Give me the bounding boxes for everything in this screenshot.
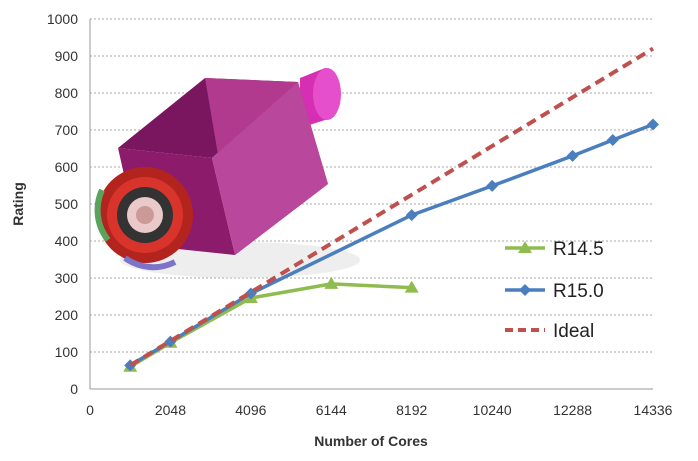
legend: R14.5 R15.0 Ideal: [505, 239, 604, 342]
y-axis-label: Rating: [10, 182, 26, 226]
axes: 0 100 200 300 400 500 600 700 800 900 1000 0 2048 409…: [47, 11, 673, 418]
data-point: [647, 118, 659, 131]
legend-label: R14.5: [553, 239, 604, 260]
series-layer: [123, 46, 659, 372]
y-tick-label: 100: [55, 344, 79, 360]
legend-item: R15.0: [505, 281, 604, 302]
x-tick-label: 2048: [155, 402, 186, 418]
x-tick-label: 0: [86, 402, 94, 418]
data-point: [404, 280, 419, 293]
series-line: [129, 46, 655, 368]
series-line: [129, 282, 412, 369]
legend-marker: [519, 284, 531, 296]
y-tick-label: 400: [55, 233, 79, 249]
x-tick-label: 6144: [316, 402, 347, 418]
series-ideal: [129, 46, 655, 368]
legend-label: R15.0: [553, 281, 604, 302]
data-point: [324, 276, 339, 289]
x-tick-label: 14336: [634, 402, 673, 418]
x-tick-label: 12288: [553, 402, 592, 418]
y-tick-label: 600: [55, 159, 79, 175]
legend-item: R14.5: [505, 239, 604, 260]
y-tick-label: 900: [55, 48, 79, 64]
x-tick-label: 10240: [473, 402, 512, 418]
data-point: [566, 149, 579, 162]
legend-item: Ideal: [505, 321, 594, 342]
y-tick-label: 300: [55, 270, 79, 286]
y-tick-label: 200: [55, 307, 79, 323]
y-tick-label: 0: [70, 381, 78, 397]
series-r15-0: [124, 118, 659, 372]
series-line: [129, 122, 654, 367]
x-tick-label: 8192: [396, 402, 427, 418]
legend-label: Ideal: [553, 321, 594, 342]
data-point: [486, 179, 499, 192]
y-tick-label: 800: [55, 85, 79, 101]
series-r14-5: [123, 276, 419, 372]
engine-illustration: [94, 68, 360, 278]
data-point: [606, 133, 619, 146]
data-point: [405, 209, 418, 222]
legend-marker: [518, 241, 532, 253]
x-axis-label: Number of Cores: [314, 433, 428, 449]
y-tick-label: 700: [55, 122, 79, 138]
y-tick-label: 500: [55, 196, 79, 212]
y-tick-label: 1000: [47, 11, 78, 27]
x-tick-label: 4096: [235, 402, 266, 418]
